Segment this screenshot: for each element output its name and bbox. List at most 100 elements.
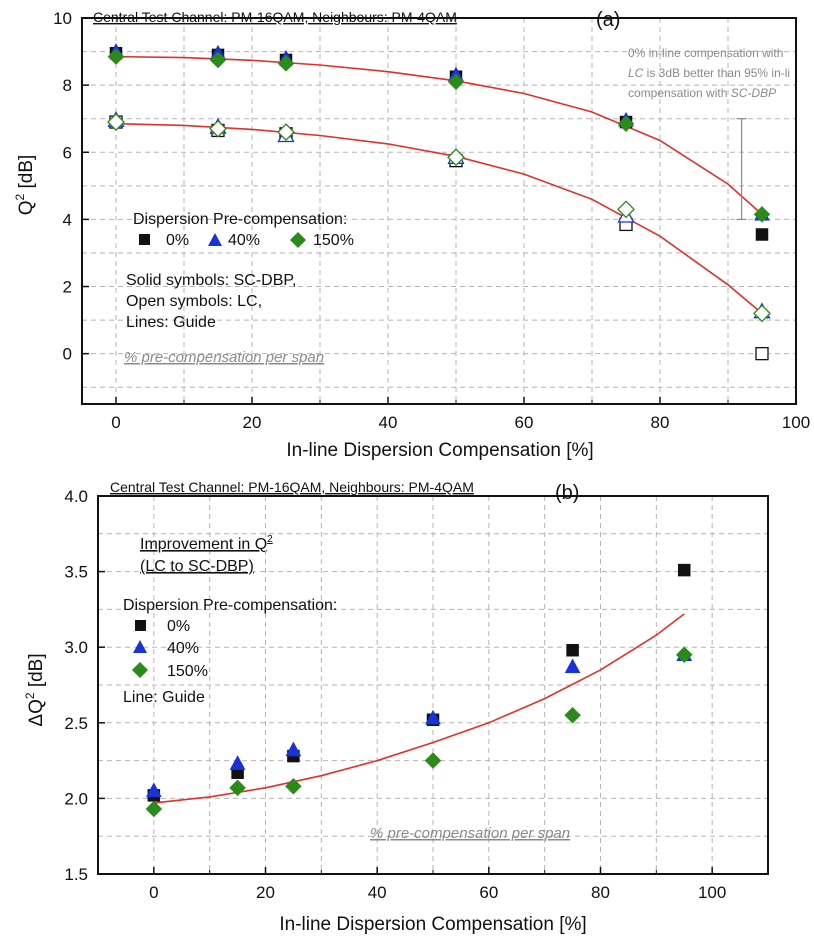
panel-a-legend-label-2: 150% — [313, 232, 354, 249]
panel-a-annotation-line3-rest: compensation with — [628, 86, 731, 100]
panel-a-xtick-label-3: 60 — [515, 413, 534, 432]
panel-a-note-open: Open symbols: LC, — [126, 293, 262, 310]
panel-a-legend-marker-triangle — [208, 233, 222, 246]
panel-a-y-axis-label-sup: 2 — [13, 193, 27, 200]
panel-b-header: Central Test Channel: PM-16QAM, Neighbou… — [110, 479, 474, 495]
panel-b-legend-label-0: 0% — [167, 618, 190, 635]
panel-a-point-s5-4 — [617, 200, 635, 219]
panel-b-point-s2-3 — [424, 752, 442, 769]
panel-b-ytick-label-3: 3.0 — [64, 638, 88, 657]
panel-b-xtick-label-0: 0 — [149, 883, 158, 902]
panel-b-xtick-label-1: 20 — [256, 883, 275, 902]
panel-a-point-s3-5 — [755, 347, 769, 361]
panel-a-legend-entry-2: 150% — [290, 232, 354, 249]
panel-a-legend-entry-1: 40% — [208, 232, 260, 249]
panel-a-xtick-label-4: 80 — [651, 413, 670, 432]
panel-b-footnote: % pre-compensation per span — [370, 825, 570, 842]
panel-b-guide-line-0 — [153, 613, 685, 804]
panel-b-point-s0-5 — [678, 563, 691, 577]
panel-b-legend-entry-2: 150% — [132, 662, 208, 680]
panel-a-ytick-label-0: 0 — [63, 345, 72, 364]
panel-b-grid — [98, 496, 768, 874]
panel-b-y-axis-label: ΔQ2 [dB] — [23, 653, 47, 726]
panel-a-annotation-scdbp: SC-DBP — [731, 86, 776, 100]
panel-b-chart: 0 20 40 60 80 100 1.5 2.0 2.5 3.0 3.5 4.0 Central T… — [23, 479, 769, 935]
panel-a-ytick-label-1: 2 — [63, 278, 72, 297]
panel-a-y-axis-label-unit: [dB] — [16, 155, 37, 194]
panel-b-xtick-label-3: 60 — [479, 883, 498, 902]
panel-a-annotation-bracket — [736, 118, 747, 220]
panel-b-legend-marker-triangle — [133, 640, 147, 653]
panel-a-ytick-label-4: 8 — [63, 76, 72, 95]
panel-a-note-solid: Solid symbols: SC-DBP, — [126, 272, 296, 289]
panel-b-x-axis-label: In-line Dispersion Compensation [%] — [279, 914, 586, 935]
panel-b-title-main: Improvement in Q — [140, 536, 267, 553]
panel-b-note-line: Line: Guide — [123, 689, 205, 706]
panel-a-footnote: % pre-compensation per span — [124, 349, 324, 366]
panel-a-legend-entry-0: 0% — [139, 232, 189, 249]
panel-b-xtick-label-5: 100 — [698, 883, 726, 902]
panel-b-point-s2-0 — [145, 800, 163, 818]
panel-a-point-s5-5 — [753, 304, 771, 323]
panel-a-point-s2-1 — [209, 51, 227, 69]
panel-a-annotation-line1: 0% in-line compensation with — [628, 46, 783, 60]
panel-b-point-s0-4 — [566, 643, 579, 657]
panel-a-label: (a) — [596, 9, 620, 31]
panel-a-point-s2-3 — [447, 73, 465, 91]
panel-b-ytick-label-0: 1.5 — [64, 865, 88, 884]
panel-b-point-s2-2 — [285, 777, 302, 795]
panel-a-point-s5-0 — [107, 113, 125, 131]
panel-b-legend-label-2: 150% — [167, 663, 208, 680]
panel-b-ytick-label-1: 2.0 — [64, 789, 88, 808]
panel-b-point-s1-4 — [564, 658, 581, 674]
panel-a-y-axis-label: Q2 [dB] — [13, 155, 37, 216]
panel-a-y-axis-label-main: Q — [16, 200, 37, 215]
panel-b-point-s1-3 — [425, 709, 441, 725]
panel-b-legend-marker-diamond — [132, 662, 148, 678]
panel-a-legend-marker-square — [139, 234, 150, 245]
panel-a-ticks: 0 20 40 60 80 100 0 2 4 6 8 10 — [53, 9, 810, 432]
panel-b-legend-label-1: 40% — [167, 640, 199, 657]
panel-a-legend-label-1: 40% — [228, 232, 260, 249]
panel-b-point-s1-1 — [229, 755, 246, 770]
panel-b-y-axis-label-main: ΔQ — [26, 699, 47, 726]
panel-b-ytick-label-2: 2.5 — [64, 714, 88, 733]
panel-a-annotation-line2: LC is 3dB better than 95% in-li — [628, 66, 790, 80]
panel-a-annotation-lc: LC — [628, 66, 644, 80]
panel-a-legend-marker-diamond — [290, 232, 306, 248]
panel-a-annotation-line3: compensation with SC-DBP — [628, 86, 776, 100]
panel-a-chart: 0 20 40 60 80 100 0 2 4 6 8 10 Central Test Channel… — [13, 9, 810, 461]
panel-a-x-axis-label: In-line Dispersion Compensation [%] — [286, 440, 593, 461]
panel-b-point-s2-1 — [229, 779, 246, 797]
panel-a-point-s5-2 — [277, 123, 295, 142]
panel-b-legend-title: Dispersion Pre-compensation: — [123, 597, 337, 614]
panel-b-xtick-label-2: 40 — [368, 883, 387, 902]
panel-a-ytick-label-2: 4 — [63, 210, 72, 229]
panel-a-legend-title: Dispersion Pre-compensation: — [133, 211, 347, 228]
panel-b-xtick-label-4: 80 — [591, 883, 610, 902]
panel-b-y-axis-label-unit: [dB] — [26, 653, 47, 692]
panel-a-point-s2-0 — [107, 48, 125, 65]
panel-b-title-line1: Improvement in Q2 — [140, 534, 273, 553]
panel-a-ytick-label-5: 10 — [53, 9, 72, 28]
panel-a-header: Central Test Channel: PM-16QAM, Neighbou… — [93, 9, 457, 25]
panel-b-label: (b) — [555, 482, 579, 504]
panel-b-point-s2-5 — [675, 646, 693, 664]
panel-a-xtick-label-1: 20 — [243, 413, 262, 432]
panel-a-plot-frame — [81, 17, 797, 405]
panel-b-legend-entry-1: 40% — [133, 640, 199, 657]
panel-b-point-s1-2 — [285, 741, 302, 757]
panel-a-point-s2-5 — [753, 206, 771, 223]
panel-b-ytick-label-4: 3.5 — [64, 563, 88, 582]
panel-b-legend-marker-square — [135, 620, 146, 631]
panel-a-xtick-label-2: 40 — [379, 413, 398, 432]
panel-a-point-s5-1 — [209, 119, 227, 138]
panel-a-xtick-label-5: 100 — [782, 413, 810, 432]
panel-a-annotation-line2-rest: is 3dB better than 95% in-li — [643, 66, 790, 80]
panel-b-point-s1-0 — [145, 782, 162, 798]
panel-a-note-lines: Lines: Guide — [126, 314, 216, 331]
panel-a-point-s2-2 — [277, 54, 295, 72]
panel-a-point-s0-5 — [755, 228, 769, 241]
panel-a-ytick-label-3: 6 — [63, 143, 72, 162]
